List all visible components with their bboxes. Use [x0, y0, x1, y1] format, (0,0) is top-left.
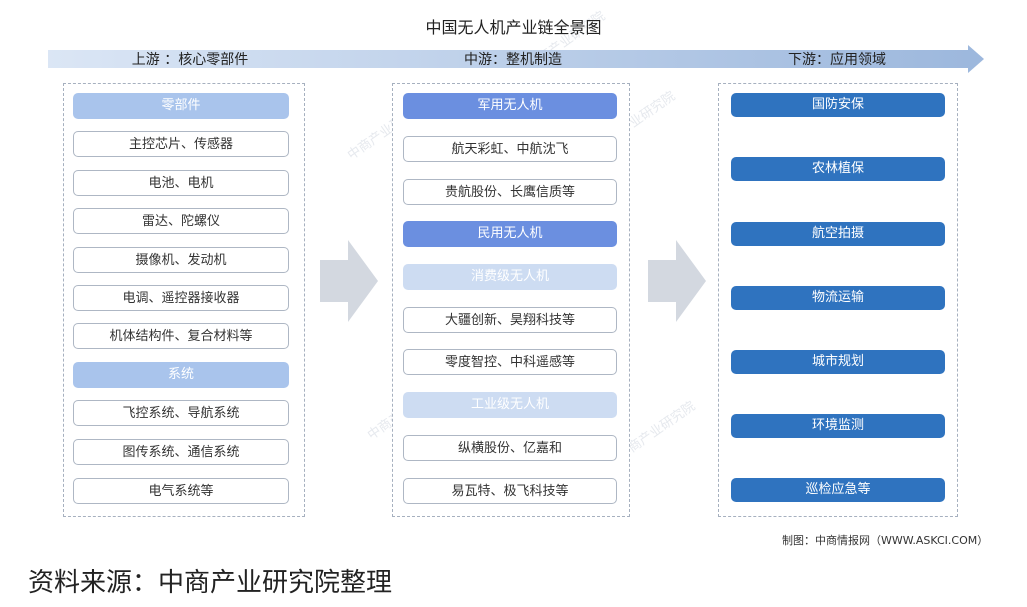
- section-header-systems: 系统: [73, 362, 289, 388]
- application-item: 国防安保: [731, 93, 945, 117]
- application-item: 农林植保: [731, 157, 945, 181]
- chart-credit: 制图：中商情报网（WWW.ASKCI.COM）: [782, 534, 989, 547]
- application-item: 航空拍摄: [731, 222, 945, 246]
- right-arrow-icon: [320, 240, 378, 322]
- component-item: 电调、遥控器接收器: [73, 285, 289, 311]
- application-item: 物流运输: [731, 286, 945, 310]
- source-note: 资料来源：中商产业研究院整理: [28, 568, 393, 598]
- flow-band-arrowhead: [968, 45, 984, 73]
- category-header-military: 军用无人机: [403, 93, 617, 119]
- stage-label-downstream: 下游：应用领域: [788, 52, 886, 68]
- component-item: 雷达、陀螺仪: [73, 208, 289, 234]
- diagram-title: 中国无人机产业链全景图: [425, 18, 602, 37]
- application-item: 巡检应急等: [731, 478, 945, 502]
- system-item: 电气系统等: [73, 478, 289, 504]
- manufacturer-item: 航天彩虹、中航沈飞: [403, 136, 617, 162]
- category-header-civil: 民用无人机: [403, 221, 617, 247]
- manufacturer-item: 纵横股份、亿嘉和: [403, 435, 617, 461]
- component-item: 主控芯片、传感器: [73, 131, 289, 157]
- system-item: 图传系统、通信系统: [73, 439, 289, 465]
- stage-label-upstream: 上游 ：核心零部件: [131, 52, 249, 68]
- right-arrow-icon: [648, 240, 706, 322]
- subcategory-header-consumer: 消费级无人机: [403, 264, 617, 290]
- manufacturer-item: 易瓦特、极飞科技等: [403, 478, 617, 504]
- component-item: 机体结构件、复合材料等: [73, 323, 289, 349]
- system-item: 飞控系统、导航系统: [73, 400, 289, 426]
- stage-label-midstream: 中游：整机制造: [464, 52, 562, 68]
- application-item: 城市规划: [731, 350, 945, 374]
- application-item: 环境监测: [731, 414, 945, 438]
- diagram-canvas: 中商产业研究院 中商产业研究院 中商产业研究院 中商产业研究院 中商产业研究院 …: [48, 8, 989, 547]
- component-item: 摄像机、发动机: [73, 247, 289, 273]
- flow-band: [48, 50, 968, 68]
- manufacturer-item: 大疆创新、昊翔科技等: [403, 307, 617, 333]
- subcategory-header-industrial: 工业级无人机: [403, 392, 617, 418]
- component-item: 电池、电机: [73, 170, 289, 196]
- manufacturer-item: 贵航股份、长鹰信质等: [403, 179, 617, 205]
- section-header-components: 零部件: [73, 93, 289, 119]
- manufacturer-item: 零度智控、中科遥感等: [403, 349, 617, 375]
